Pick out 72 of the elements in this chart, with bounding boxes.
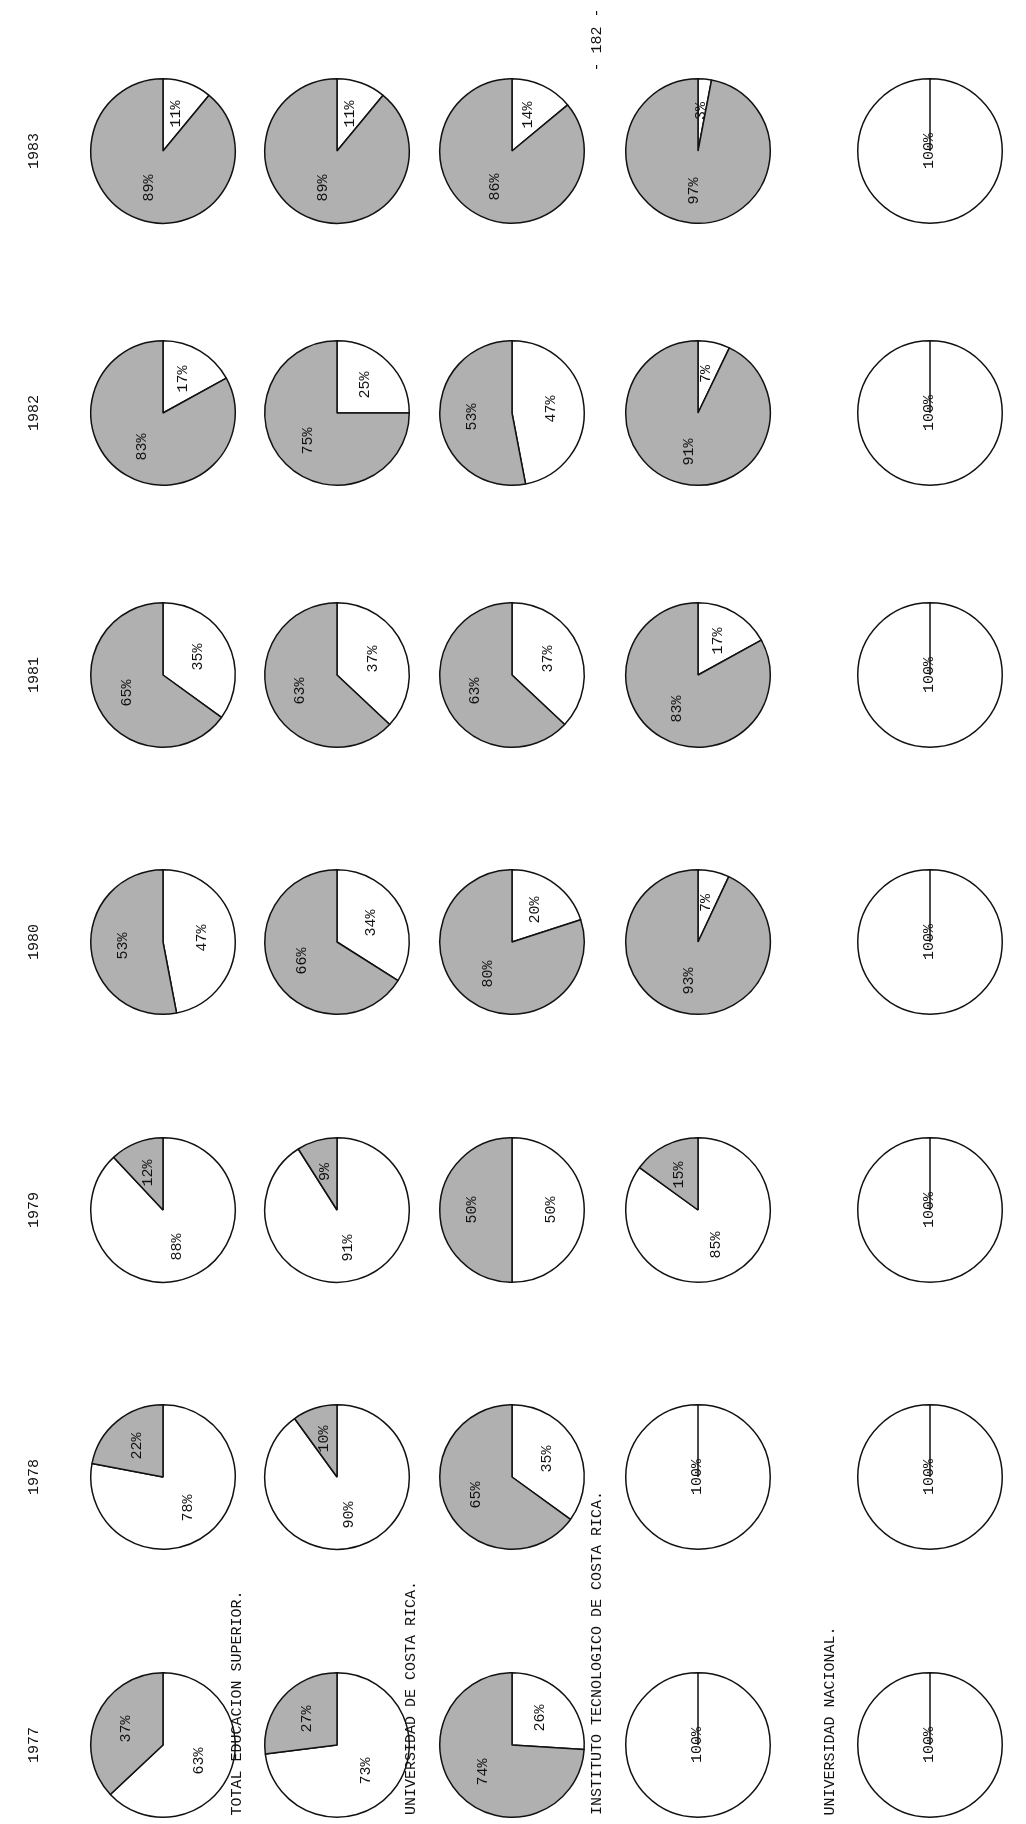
data-label: 100% [689, 1458, 707, 1496]
data-label: 35% [189, 643, 208, 671]
data-label: 75% [299, 427, 318, 455]
data-label: 47% [542, 395, 561, 423]
data-label: 100% [921, 394, 939, 432]
data-label: 74% [474, 1758, 493, 1786]
data-label: 15% [670, 1161, 689, 1189]
data-label: 37% [364, 645, 383, 673]
data-label: 86% [486, 173, 505, 201]
data-label: 100% [921, 1458, 939, 1496]
data-label: 22% [128, 1432, 147, 1460]
text: 1980 [26, 923, 44, 961]
data-label: 37% [117, 1715, 136, 1743]
data-label: 63% [291, 677, 310, 705]
data-label: 100% [921, 1726, 939, 1764]
data-label: 83% [133, 433, 152, 461]
data-label: 17% [709, 627, 728, 655]
data-label: 78% [179, 1494, 198, 1522]
data-label: 9% [316, 1162, 335, 1181]
data-label: 47% [193, 924, 212, 952]
data-label: 10% [315, 1425, 334, 1453]
text: 1977 [26, 1726, 44, 1764]
data-label: 91% [680, 438, 699, 466]
data-label: 90% [340, 1501, 359, 1529]
data-label: 37% [539, 645, 558, 673]
data-label: 25% [356, 371, 375, 399]
data-label: 14% [519, 101, 538, 129]
data-label: 63% [466, 677, 485, 705]
text: 1979 [26, 1191, 44, 1229]
data-label: 89% [314, 174, 333, 202]
data-label: 35% [538, 1445, 557, 1473]
text: 1981 [26, 656, 44, 694]
data-label: 11% [167, 100, 186, 128]
data-label: 88% [168, 1233, 187, 1261]
data-label: 97% [685, 177, 704, 205]
text: UNIVERSIDAD DE COSTA RICA. [403, 1580, 421, 1816]
data-label: 100% [921, 656, 939, 694]
data-label: 83% [668, 695, 687, 723]
data-label: 53% [463, 403, 482, 431]
data-label: 50% [542, 1196, 561, 1224]
data-label: 20% [526, 896, 545, 924]
data-label: 17% [174, 365, 193, 393]
data-label: 91% [339, 1234, 358, 1262]
data-label: 34% [362, 909, 381, 937]
data-label: 93% [680, 967, 699, 995]
data-label: 66% [293, 947, 312, 975]
text: TOTAL EDUCACION SUPERIOR. [228, 1589, 246, 1816]
data-label: 73% [357, 1757, 376, 1785]
data-label: 100% [921, 132, 939, 170]
text: UNIVERSIDAD NACIONAL. [821, 1625, 839, 1816]
text: 1983 [26, 132, 44, 170]
data-label: 63% [190, 1747, 209, 1775]
text: 1982 [26, 394, 44, 432]
data-label: 27% [298, 1705, 317, 1733]
data-label: 53% [114, 932, 133, 960]
data-label: 80% [479, 960, 498, 988]
data-label: 89% [140, 174, 159, 202]
data-label: 85% [707, 1231, 726, 1259]
data-label: 26% [531, 1704, 550, 1732]
data-label: 100% [689, 1726, 707, 1764]
data-label: 65% [467, 1481, 486, 1509]
data-label: 100% [921, 1191, 939, 1229]
data-label: 7% [697, 365, 716, 384]
data-label: 65% [118, 679, 137, 707]
data-label: 100% [921, 923, 939, 961]
data-label: 50% [463, 1196, 482, 1224]
data-label: 11% [341, 100, 360, 128]
text: INSTITUTO TECNOLOGICO DE COSTA RICA. [589, 1490, 608, 1816]
text: - 182 - [588, 8, 606, 72]
data-label: 12% [139, 1159, 158, 1187]
text: 1978 [26, 1458, 44, 1496]
data-label: 7% [697, 894, 716, 913]
